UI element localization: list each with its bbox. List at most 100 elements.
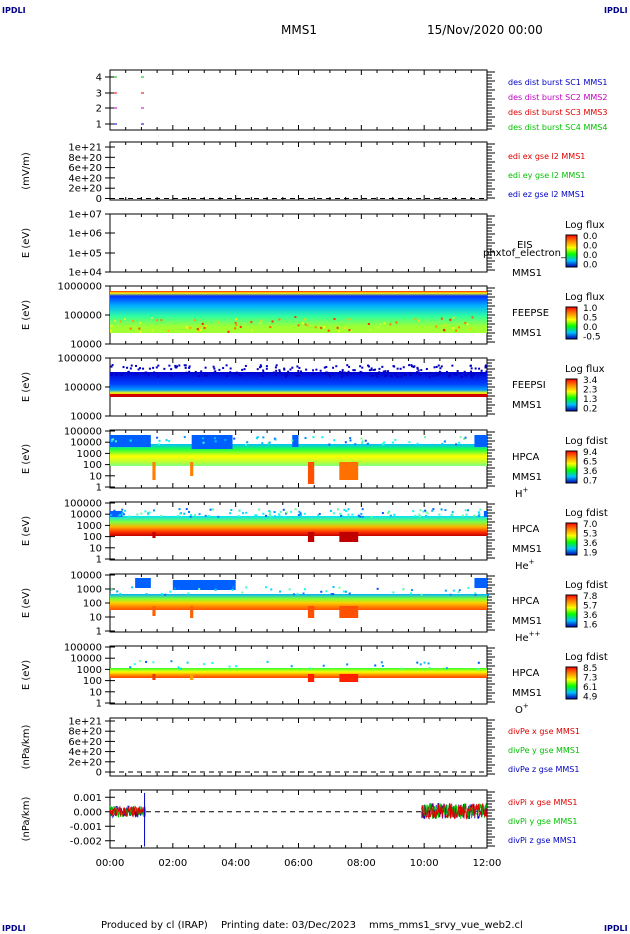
- feepsi-speckle: [346, 374, 349, 377]
- feepsi-speckle: [176, 365, 179, 368]
- feepsi-speckle: [174, 364, 177, 367]
- feepsi-speckle: [241, 368, 244, 371]
- feepsi-speckle: [425, 368, 428, 371]
- hpca-speckle: [332, 593, 335, 596]
- hpca-speckle: [178, 508, 181, 511]
- feepsi-speckle: [188, 370, 191, 373]
- hpca-spectrum: [110, 668, 487, 678]
- y-tick-label: 10: [89, 543, 102, 554]
- feepsi-speckle: [349, 372, 352, 375]
- hpca-speckle: [230, 508, 233, 511]
- feepsi-speckle: [212, 371, 215, 374]
- feepsi-speckle: [440, 365, 443, 368]
- hpca-speckle: [117, 515, 120, 518]
- y-tick-label: -0.001: [70, 822, 102, 833]
- y-tick-label: 10000: [70, 340, 102, 351]
- legend-entry: edi ex gse l2 MMS1: [508, 152, 585, 161]
- hpca-speckle: [245, 443, 248, 446]
- feepsi-speckle: [376, 375, 379, 378]
- colorbar-tick-label: 0.0: [583, 323, 598, 333]
- feepsi-speckle: [359, 365, 362, 368]
- feepsi-speckle: [485, 364, 488, 367]
- feepsi-speckle: [297, 369, 300, 372]
- hpca-high-energy-patch: [191, 435, 233, 449]
- feepse-speckle: [338, 330, 341, 333]
- instrument-label: HPCA: [512, 524, 540, 535]
- panel-frame: [109, 69, 488, 131]
- y-tick-label: 2: [96, 104, 102, 115]
- colorbar-tick-label: 6.5: [583, 458, 597, 468]
- feepsi-speckle: [394, 373, 397, 376]
- hpca-speckle: [167, 440, 170, 443]
- y-tick-label: 1: [96, 699, 102, 710]
- y-tick-label: 1: [96, 627, 102, 638]
- feepsi-speckle: [359, 370, 362, 373]
- hpca-speckle: [349, 437, 352, 440]
- colorbar-tick-label: 0.0: [583, 261, 598, 271]
- spacecraft-label: MMS1: [512, 400, 542, 411]
- feepsi-speckle: [203, 374, 206, 377]
- panel-frame: [109, 789, 488, 849]
- species-label: O+: [515, 702, 529, 716]
- hpca-speckle: [179, 512, 182, 515]
- hpca-speckle: [254, 514, 257, 517]
- colorbar: [565, 378, 578, 412]
- hpca-speckle: [304, 436, 307, 439]
- feepse-speckle: [458, 326, 461, 329]
- feepsi-speckle: [243, 368, 246, 371]
- hpca-spectrum: [110, 594, 487, 610]
- hpca-speckle: [318, 512, 321, 515]
- hpca-speckle: [164, 593, 167, 596]
- y-tick-label: 4: [96, 73, 102, 84]
- feepsi-speckle: [420, 369, 423, 372]
- hpca-speckle: [183, 436, 186, 439]
- feepsi-speckle: [478, 367, 481, 370]
- feepsi-speckle: [403, 373, 406, 376]
- feepsi-speckle: [432, 374, 435, 377]
- feepse-speckle: [150, 317, 153, 320]
- feepsi-speckle: [361, 366, 364, 369]
- feepse-speckle: [376, 326, 379, 329]
- hpca-speckle: [285, 511, 288, 514]
- feepse-speckle: [327, 329, 330, 332]
- y-tick-label: 100: [83, 532, 102, 543]
- hpca-speckle: [290, 665, 293, 668]
- hpca-speckle: [361, 515, 364, 518]
- instrument-label: HPCA: [512, 452, 540, 463]
- feepsi-speckle: [235, 371, 238, 374]
- feepsi-speckle: [400, 372, 403, 375]
- hpca-speckle: [294, 508, 297, 511]
- hpca-dip: [307, 606, 315, 618]
- feepsi-speckle: [370, 368, 373, 371]
- feepse-speckle: [167, 329, 170, 332]
- feepse-speckle: [151, 329, 154, 332]
- y-tick-label: 10000: [70, 510, 102, 521]
- feepse-speckle: [201, 322, 204, 325]
- hpca-speckle: [113, 509, 116, 512]
- hpca-speckle: [256, 436, 259, 439]
- feepsi-speckle: [345, 373, 348, 376]
- y-tick-label: 1e+06: [68, 229, 102, 240]
- hpca-speckle: [320, 590, 323, 593]
- hpca-speckle: [255, 514, 258, 517]
- hpca-speckle: [420, 593, 423, 596]
- colorbar-tick-label: 7.3: [583, 674, 597, 684]
- colorbar-title: Log fdist: [565, 436, 608, 447]
- hpca-speckle: [282, 508, 285, 511]
- y-tick-label: 8e+20: [68, 727, 102, 738]
- feepsi-speckle: [122, 366, 125, 369]
- hpca-speckle: [408, 441, 411, 444]
- feepsi-speckle: [157, 364, 160, 367]
- hpca-speckle: [169, 590, 172, 593]
- species-label: He+: [515, 558, 535, 572]
- hpca-speckle: [129, 439, 132, 442]
- colorbar-tick-label: 1.9: [583, 549, 598, 559]
- feepsi-speckle: [424, 372, 427, 375]
- feepsi-speckle: [384, 370, 387, 373]
- feepsi-speckle: [470, 373, 473, 376]
- hpca-speckle: [203, 663, 206, 666]
- species-label: H+: [515, 486, 529, 500]
- colorbar: [565, 666, 578, 700]
- colorbar-tick-label: 7.8: [583, 592, 598, 602]
